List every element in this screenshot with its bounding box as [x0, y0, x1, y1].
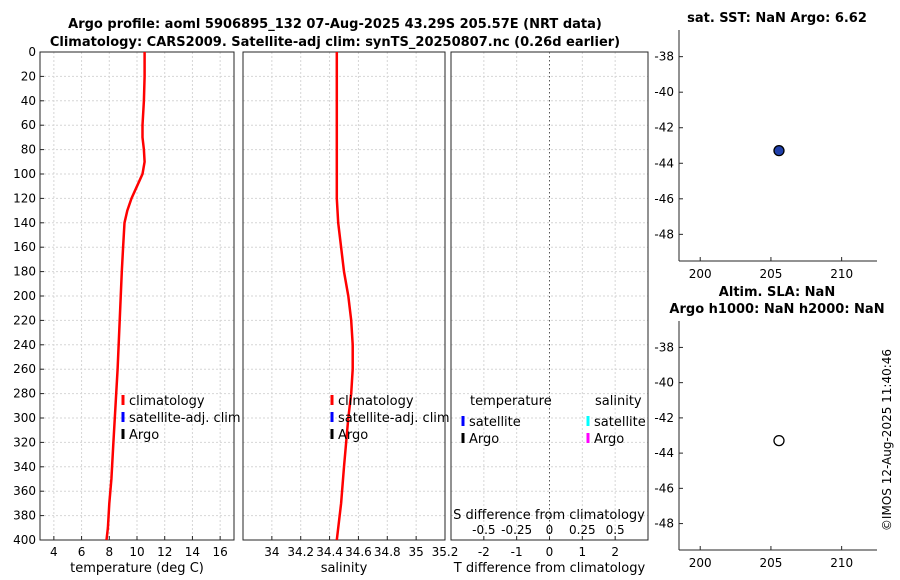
- figure-title-line2: Climatology: CARS2009. Satellite-adj cli…: [50, 35, 620, 50]
- map-y-tick-label: -38: [654, 340, 674, 354]
- y-tick-label: 140: [13, 216, 36, 230]
- map-x-tick-label: 200: [689, 556, 712, 570]
- x-tick-label: 8: [105, 545, 113, 559]
- x-axis-label: salinity: [321, 561, 368, 576]
- x-tick-label: -2: [478, 545, 490, 559]
- difference-panel: -2 -1 0 1 2 T difference from climatology S di…: [450, 51, 649, 576]
- y-tick-label: 260: [13, 362, 36, 376]
- y-tick-label: 360: [13, 484, 36, 498]
- y-tick-label: 20: [21, 69, 36, 83]
- y-tick-label: 0: [28, 45, 36, 59]
- x-tick-label: 10: [129, 545, 144, 559]
- x-tick-label: 34.8: [374, 545, 401, 559]
- sst-map-panel: sat. SST: NaN Argo: 6.62 200 205 210 -38 -40 -…: [654, 11, 877, 281]
- s-axis-label: S difference from climatology: [453, 508, 645, 523]
- x-tick-label: 2: [611, 545, 619, 559]
- y-tick-label: 40: [21, 94, 36, 108]
- y-tick-label: 100: [13, 167, 36, 181]
- s-tick-label: -0.25: [501, 523, 532, 537]
- x-tick-label: 16: [213, 545, 228, 559]
- y-tick-label: 200: [13, 289, 36, 303]
- x-axis-label: temperature (deg C): [70, 561, 204, 576]
- x-tick-label: -1: [511, 545, 523, 559]
- x-tick-label: 34.6: [345, 545, 372, 559]
- y-tick-label: 400: [13, 533, 36, 547]
- argo-position-marker: [773, 434, 785, 447]
- sst-map-title: sat. SST: NaN Argo: 6.62: [687, 11, 867, 26]
- y-tick-label: 220: [13, 313, 36, 327]
- y-tick-label: 380: [13, 509, 36, 523]
- map-y-tick-label: -38: [654, 50, 674, 64]
- x-tick-label: 34.4: [316, 545, 343, 559]
- legend-title-temperature: temperature: [470, 394, 552, 409]
- y-tick-label: 280: [13, 387, 36, 401]
- y-tick-label: 160: [13, 240, 36, 254]
- sla-map-title-line1: Altim. SLA: NaN: [719, 285, 835, 300]
- y-tick-label: 340: [13, 460, 36, 474]
- x-tick-label: 35: [409, 545, 424, 559]
- s-tick-label: 0: [546, 523, 554, 537]
- y-tick-label: 180: [13, 265, 36, 279]
- sla-map-title-line2: Argo h1000: NaN h2000: NaN: [669, 302, 884, 317]
- x-tick-label: 35.2: [432, 545, 459, 559]
- map-y-tick-label: -40: [654, 376, 674, 390]
- y-tick-label: 80: [21, 143, 36, 157]
- legend-entry: climatology: [338, 394, 414, 409]
- map-y-tick-label: -44: [654, 446, 674, 460]
- x-tick-label: 34.2: [287, 545, 314, 559]
- series-line-climatology: [335, 52, 354, 541]
- legend-title-salinity: salinity: [595, 394, 642, 409]
- y-tick-label: 300: [13, 411, 36, 425]
- x-tick-label: 4: [50, 545, 58, 559]
- map-x-tick-label: 210: [830, 556, 853, 570]
- map-y-tick-label: -42: [654, 411, 674, 425]
- x-tick-label: 34: [264, 545, 279, 559]
- map-x-tick-label: 205: [759, 267, 782, 281]
- axes-frame: [242, 51, 446, 541]
- s-tick-label: -0.5: [472, 523, 495, 537]
- map-y-tick-label: -48: [654, 517, 674, 531]
- legend-entry: Argo: [469, 432, 499, 447]
- legend-entry: satellite: [469, 415, 521, 430]
- map-y-tick-label: -44: [654, 156, 674, 170]
- legend-entry: Argo: [338, 428, 368, 443]
- x-axis-label: T difference from climatology: [453, 561, 646, 576]
- map-y-tick-label: -46: [654, 481, 674, 495]
- legend-entry: satellite: [594, 415, 646, 430]
- map-y-tick-label: -48: [654, 227, 674, 241]
- x-tick-label: 6: [78, 545, 86, 559]
- s-tick-label: 0.25: [569, 523, 596, 537]
- x-tick-label: 1: [579, 545, 587, 559]
- map-x-tick-label: 210: [830, 267, 853, 281]
- x-tick-label: 0: [546, 545, 554, 559]
- s-tick-label: 0.5: [606, 523, 625, 537]
- x-tick-label: 12: [157, 545, 172, 559]
- legend-entry: climatology: [129, 394, 205, 409]
- map-x-tick-label: 200: [689, 267, 712, 281]
- map-y-tick-label: -40: [654, 85, 674, 99]
- legend-entry: Argo: [594, 432, 624, 447]
- map-y-tick-label: -42: [654, 121, 674, 135]
- x-tick-label: 14: [185, 545, 200, 559]
- argo-position-marker: [773, 145, 785, 157]
- map-y-tick-label: -46: [654, 192, 674, 206]
- series-line-climatology: [105, 52, 146, 541]
- map-x-tick-label: 205: [759, 556, 782, 570]
- temperature-panel: 4 6 8 10 12 14 16 temperature (deg C) 0 20 40 60 80 1…: [13, 45, 241, 576]
- salinity-panel: 34 34.2 34.4 34.6 34.8 35 35.2 salinity climatol…: [242, 51, 459, 576]
- sla-map-panel: Altim. SLA: NaN Argo h1000: NaN h2000: Na…: [654, 285, 884, 570]
- y-tick-label: 240: [13, 338, 36, 352]
- figure-title-line1: Argo profile: aoml 5906895_132 07-Aug-20…: [68, 17, 602, 32]
- y-tick-label: 60: [21, 118, 36, 132]
- imos-timestamp: ©IMOS 12-Aug-2025 11:40:46: [880, 349, 894, 531]
- y-tick-label: 120: [13, 191, 36, 205]
- legend-entry: satellite-adj. clim: [338, 411, 450, 426]
- legend-entry: satellite-adj. clim: [129, 411, 241, 426]
- y-tick-label: 320: [13, 435, 36, 449]
- legend-entry: Argo: [129, 428, 159, 443]
